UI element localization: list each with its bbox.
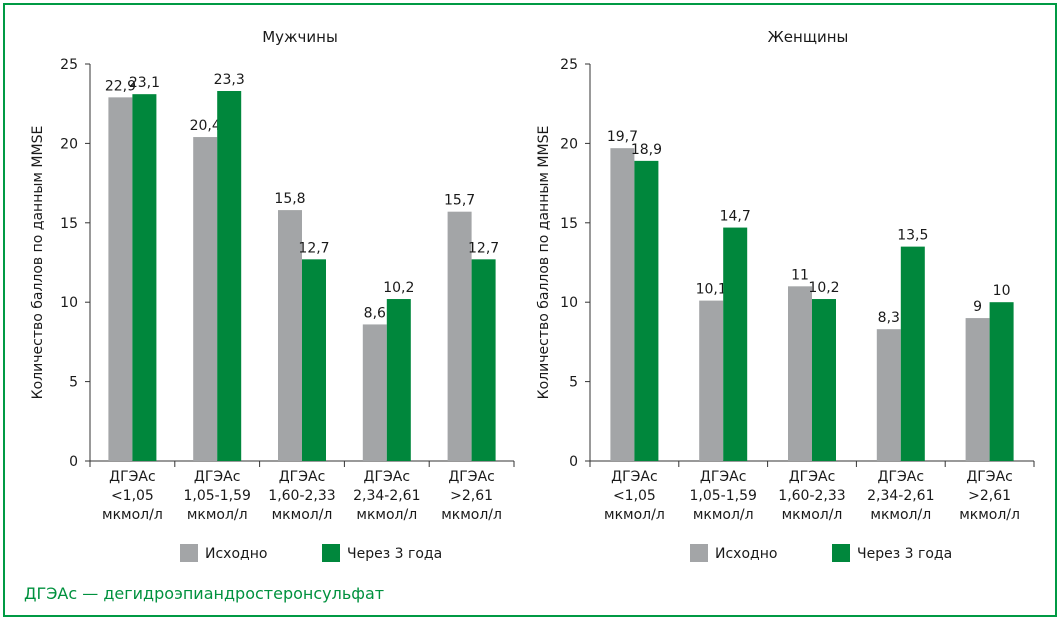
women-x-tick-label: 1,60-2,33 [778, 488, 845, 504]
men-bar-baseline [278, 210, 302, 461]
men-data-label: 20,4 [190, 118, 221, 134]
women-data-label: 14,7 [720, 209, 751, 225]
women-x-tick-label: мкмол/л [870, 507, 931, 523]
figure-frame [3, 3, 1057, 617]
men-bar-3-years [302, 259, 326, 461]
women-bar-baseline [610, 148, 635, 461]
men-y-tick-label: 25 [60, 57, 78, 73]
men-legend-swatch [180, 544, 198, 562]
men-data-label: 15,8 [274, 191, 305, 207]
men-data-label: 8,6 [364, 305, 386, 321]
men-x-tick-label: мкмол/л [102, 507, 163, 523]
women-y-tick-label: 25 [560, 57, 578, 73]
men-legend-label: Через 3 года [347, 546, 442, 562]
men-x-tick-label: мкмол/л [441, 507, 502, 523]
women-legend-swatch [690, 544, 708, 562]
women-legend-label: Исходно [715, 546, 777, 562]
women-data-label: 8,3 [878, 310, 900, 326]
men-x-tick-label: >2,61 [450, 488, 493, 504]
women-x-tick-label: 1,05-1,59 [689, 488, 756, 504]
women-bar-3-years [900, 246, 925, 461]
women-data-label: 10,2 [808, 280, 839, 296]
women-chart-title: Женщины [768, 28, 849, 46]
women-x-tick-label: мкмол/л [604, 507, 665, 523]
men-x-tick-label: ДГЭАс [109, 469, 156, 485]
men-x-tick-label: 1,60-2,33 [268, 488, 335, 504]
men-x-tick-label: мкмол/л [272, 507, 333, 523]
women-data-label: 11 [791, 267, 809, 283]
men-x-tick-label: ДГЭАс [194, 469, 241, 485]
men-x-tick-label: <1,05 [111, 488, 154, 504]
men-bar-baseline [193, 137, 218, 461]
women-x-tick-label: мкмол/л [959, 507, 1020, 523]
women-x-tick-label: 2,34-2,61 [867, 488, 934, 504]
men-bar-baseline [362, 324, 387, 461]
men-y-tick-label: 5 [69, 375, 78, 391]
men-x-tick-label: 1,05-1,59 [183, 488, 250, 504]
women-legend-label: Через 3 года [857, 546, 952, 562]
men-x-tick-label: мкмол/л [356, 507, 417, 523]
women-data-label: 10,1 [696, 282, 727, 298]
women-bar-baseline [965, 318, 990, 461]
men-bar-baseline [447, 211, 472, 461]
women-x-tick-label: ДГЭАс [700, 469, 747, 485]
women-data-label: 9 [973, 299, 982, 315]
women-x-tick-label: мкмол/л [782, 507, 843, 523]
women-y-tick-label: 20 [560, 136, 578, 152]
men-x-tick-label: ДГЭАс [448, 469, 495, 485]
men-y-tick-label: 0 [69, 454, 78, 470]
women-data-label: 18,9 [631, 142, 662, 158]
footnote: ДГЭАс — дегидроэпиандростеронсульфат [24, 584, 385, 603]
men-y-tick-label: 15 [60, 216, 78, 232]
men-data-label: 10,2 [383, 280, 414, 296]
women-bar-baseline [699, 300, 724, 461]
women-bar-baseline [788, 286, 812, 461]
men-data-label: 12,7 [298, 240, 329, 256]
women-bar-3-years [812, 299, 836, 461]
men-y-tick-label: 20 [60, 136, 78, 152]
men-data-label: 15,7 [444, 193, 475, 209]
women-bar-3-years [989, 302, 1014, 461]
women-bar-3-years [723, 227, 748, 461]
men-bar-3-years [132, 94, 157, 461]
women-x-tick-label: >2,61 [968, 488, 1011, 504]
women-x-tick-label: мкмол/л [693, 507, 754, 523]
men-data-label: 12,7 [468, 240, 499, 256]
men-bar-3-years [471, 259, 496, 461]
women-legend-swatch [832, 544, 850, 562]
women-y-axis-label: Количество баллов по данным MMSE [536, 126, 552, 400]
women-x-tick-label: ДГЭАс [878, 469, 925, 485]
men-x-tick-label: 2,34-2,61 [353, 488, 420, 504]
men-y-axis-label: Количество баллов по данным MMSE [30, 126, 46, 400]
women-x-tick-label: ДГЭАс [789, 469, 836, 485]
men-data-label: 22,9 [105, 78, 136, 94]
men-data-label: 23,1 [129, 75, 160, 91]
men-x-tick-label: ДГЭАс [279, 469, 326, 485]
men-data-label: 23,3 [214, 72, 245, 88]
women-y-tick-label: 5 [569, 375, 578, 391]
men-y-tick-label: 10 [60, 295, 78, 311]
women-bar-baseline [876, 329, 901, 461]
women-y-tick-label: 15 [560, 216, 578, 232]
women-x-tick-label: ДГЭАс [966, 469, 1013, 485]
women-data-label: 13,5 [897, 228, 928, 244]
women-data-label: 10 [993, 283, 1011, 299]
men-legend-label: Исходно [205, 546, 267, 562]
women-y-tick-label: 10 [560, 295, 578, 311]
women-y-tick-label: 0 [569, 454, 578, 470]
women-x-tick-label: ДГЭАс [611, 469, 658, 485]
men-bar-baseline [108, 97, 133, 462]
men-x-tick-label: мкмол/л [187, 507, 248, 523]
women-x-tick-label: <1,05 [613, 488, 656, 504]
men-chart-title: Мужчины [262, 28, 338, 46]
men-x-tick-label: ДГЭАс [364, 469, 411, 485]
men-bar-3-years [386, 299, 411, 461]
women-data-label: 19,7 [607, 129, 638, 145]
women-bar-3-years [634, 160, 659, 462]
men-legend-swatch [322, 544, 340, 562]
men-bar-3-years [217, 90, 242, 461]
